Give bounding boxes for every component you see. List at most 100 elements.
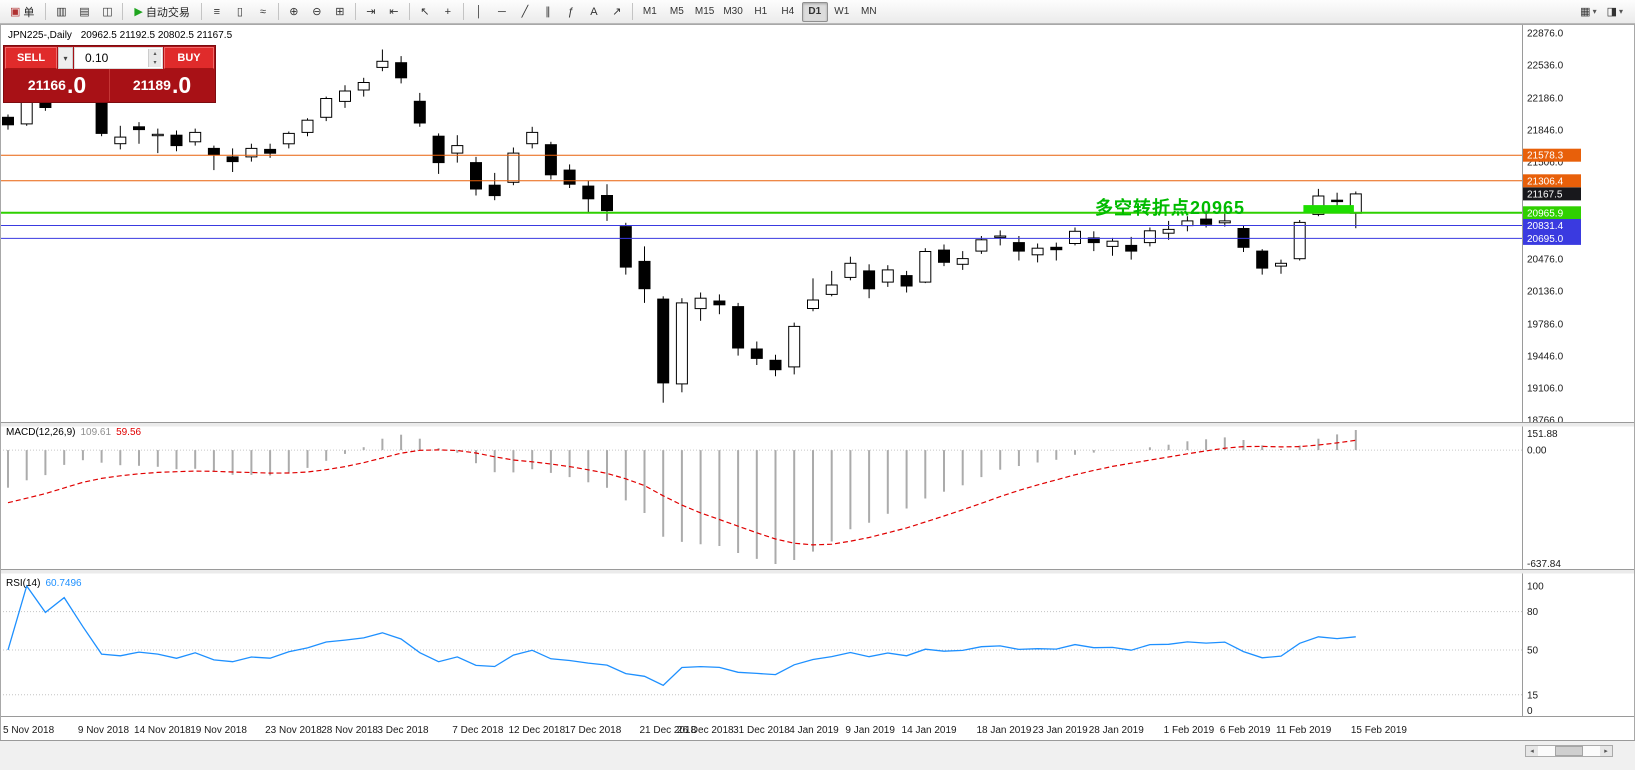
date-label: 31 Dec 2018 bbox=[733, 725, 790, 736]
date-label: 28 Nov 2018 bbox=[321, 725, 378, 736]
text-tool-icon[interactable]: A bbox=[583, 2, 605, 22]
profiles-button[interactable]: ◨ ▾ bbox=[1603, 2, 1627, 22]
chart-area[interactable]: 22876.0 22536.0 22186.0 21846.0 21506.0 21166… bbox=[0, 24, 1635, 770]
navigator-icon[interactable]: ◫ bbox=[96, 2, 118, 22]
trendline-icon-glyph: ╱ bbox=[521, 6, 529, 18]
volume-dropdown-button[interactable]: ▾ bbox=[58, 47, 73, 69]
tile-windows-icon[interactable]: ⊞ bbox=[329, 2, 351, 22]
date-label: 26 Dec 2018 bbox=[677, 725, 734, 736]
macd-label: MACD(12,26,9) 109.61 59.56 bbox=[6, 427, 146, 438]
channel-icon-glyph: ∥ bbox=[545, 6, 551, 18]
auto-scroll-icon-glyph: ⇥ bbox=[366, 6, 376, 18]
price-tag bbox=[1523, 174, 1581, 188]
date-label: 21 Dec 2018 bbox=[639, 725, 696, 736]
arrow-tool-icon[interactable]: ↗ bbox=[606, 2, 628, 22]
spinner-up-icon[interactable]: ▴ bbox=[153, 51, 157, 57]
charts-icon-glyph: ▥ bbox=[56, 6, 67, 18]
symbol-period-label: JPN225-,Daily bbox=[8, 30, 72, 41]
line-chart-type-icon-glyph: ≈ bbox=[259, 5, 266, 18]
toolbar-separator bbox=[122, 3, 124, 20]
sell-button[interactable]: SELL bbox=[5, 47, 57, 69]
price-tag-label: 20831.4 bbox=[1527, 221, 1564, 232]
vertical-line-icon[interactable]: │ bbox=[468, 2, 490, 22]
panel-splitter[interactable] bbox=[0, 569, 1635, 574]
scroll-right-icon[interactable]: ▸ bbox=[1600, 746, 1612, 756]
date-label: 23 Jan 2019 bbox=[1033, 725, 1088, 736]
toolbar-separator bbox=[45, 3, 47, 20]
autotrading-button-label: 自动交易 bbox=[145, 6, 190, 19]
candlestick-type-icon-glyph: ▯ bbox=[236, 6, 243, 18]
macd-histogram bbox=[7, 430, 1357, 564]
volume-input[interactable]: 0.10 ▴ ▾ bbox=[74, 47, 163, 69]
macd-signal-line bbox=[7, 439, 1356, 546]
date-label: 7 Dec 2018 bbox=[452, 725, 504, 736]
bar-chart-type-icon[interactable]: ≡ bbox=[206, 2, 228, 22]
zoom-in-icon-glyph: ⊕ bbox=[289, 6, 299, 18]
rsi-axis-label: 50 bbox=[1527, 646, 1539, 657]
date-label: 11 Feb 2019 bbox=[1276, 725, 1332, 736]
rsi-axis-label: 15 bbox=[1527, 690, 1539, 701]
trendline-icon[interactable]: ╱ bbox=[514, 2, 536, 22]
scroll-left-icon[interactable]: ◂ bbox=[1526, 746, 1538, 756]
candlestick-type-icon[interactable]: ▯ bbox=[229, 2, 251, 22]
zoom-out-icon[interactable]: ⊖ bbox=[306, 2, 328, 22]
timeframe-h4-button[interactable]: H4 bbox=[781, 6, 795, 17]
date-label: 3 Dec 2018 bbox=[377, 725, 429, 736]
scroll-track[interactable] bbox=[1538, 746, 1600, 756]
new-order-button[interactable]: ▣ 单 bbox=[3, 2, 41, 22]
fibonacci-icon[interactable]: ƒ bbox=[560, 2, 582, 22]
price-tag-label: 21578.3 bbox=[1527, 151, 1564, 162]
profiles-glyph: ◨ bbox=[1606, 6, 1617, 18]
date-label: 12 Dec 2018 bbox=[508, 725, 565, 736]
date-label: 5 Nov 2018 bbox=[3, 725, 55, 736]
macd-name: MACD(12,26,9) bbox=[6, 427, 76, 438]
timeframe-mn-button[interactable]: MN bbox=[861, 6, 877, 17]
cursor-icon[interactable]: ↖ bbox=[414, 2, 436, 22]
timeframe-m15-button[interactable]: M15 bbox=[694, 6, 715, 17]
timeframe-m5-button[interactable]: M5 bbox=[669, 6, 684, 17]
price-tag-label: 20695.0 bbox=[1527, 234, 1564, 245]
price-tag bbox=[1523, 206, 1581, 220]
autotrading-glyph: ▶ bbox=[134, 6, 143, 18]
trade-panel-controls: SELL ▾ 0.10 ▴ ▾ BUY bbox=[5, 47, 214, 69]
buy-price[interactable]: 21189 .0 bbox=[132, 71, 192, 98]
new-chart-button[interactable]: ▦ ▾ bbox=[1576, 2, 1600, 22]
channel-icon[interactable]: ∥ bbox=[537, 2, 559, 22]
price-axis-label: 20136.0 bbox=[1527, 287, 1564, 298]
timeframe-d1-button[interactable]: D1 bbox=[801, 1, 828, 22]
navigator-icon-glyph: ◫ bbox=[102, 6, 113, 18]
timeframe-w1-button[interactable]: W1 bbox=[834, 6, 850, 17]
toolbar-separator bbox=[631, 3, 633, 20]
zoom-in-icon[interactable]: ⊕ bbox=[283, 2, 305, 22]
horizontal-scrollbar[interactable]: ◂ ▸ bbox=[1525, 745, 1613, 757]
crosshair-icon[interactable]: + bbox=[437, 2, 459, 22]
sell-price[interactable]: 21166 .0 bbox=[27, 71, 87, 98]
crosshair-icon-glyph: + bbox=[444, 5, 452, 18]
market-watch-icon[interactable]: ▤ bbox=[73, 2, 95, 22]
rsi-label: RSI(14) 60.7496 bbox=[6, 578, 87, 589]
price-axis-label: 22186.0 bbox=[1527, 93, 1564, 104]
highlight-box[interactable] bbox=[1303, 205, 1354, 213]
chart-shift-icon[interactable]: ⇤ bbox=[383, 2, 405, 22]
charts-icon[interactable]: ▥ bbox=[50, 2, 72, 22]
price-axis-label: 19446.0 bbox=[1527, 351, 1564, 362]
date-label: 9 Nov 2018 bbox=[78, 725, 130, 736]
autotrading-button[interactable]: ▶ 自动交易 bbox=[127, 2, 196, 22]
ohlc-values: 20962.5 21192.5 20802.5 21167.5 bbox=[80, 30, 233, 41]
auto-scroll-icon[interactable]: ⇥ bbox=[360, 2, 382, 22]
timeframe-m30-button[interactable]: M30 bbox=[723, 6, 743, 17]
scroll-thumb[interactable] bbox=[1555, 746, 1583, 756]
timeframe-m1-button[interactable]: M1 bbox=[642, 6, 657, 17]
price-axis-label: 21506.0 bbox=[1527, 157, 1564, 168]
price-tag bbox=[1523, 187, 1581, 201]
horizontal-line-icon[interactable]: ─ bbox=[491, 2, 513, 22]
line-chart-type-icon[interactable]: ≈ bbox=[252, 2, 274, 22]
timeframe-h1-button[interactable]: H1 bbox=[754, 6, 768, 17]
buy-button[interactable]: BUY bbox=[164, 47, 214, 69]
spinner-down-icon[interactable]: ▾ bbox=[153, 60, 157, 66]
price-tag bbox=[1523, 148, 1581, 162]
panel-splitter[interactable] bbox=[0, 422, 1635, 427]
trade-panel-prices: 21166 .0 21189 .0 bbox=[5, 69, 214, 101]
toolbar-separator bbox=[354, 3, 356, 20]
